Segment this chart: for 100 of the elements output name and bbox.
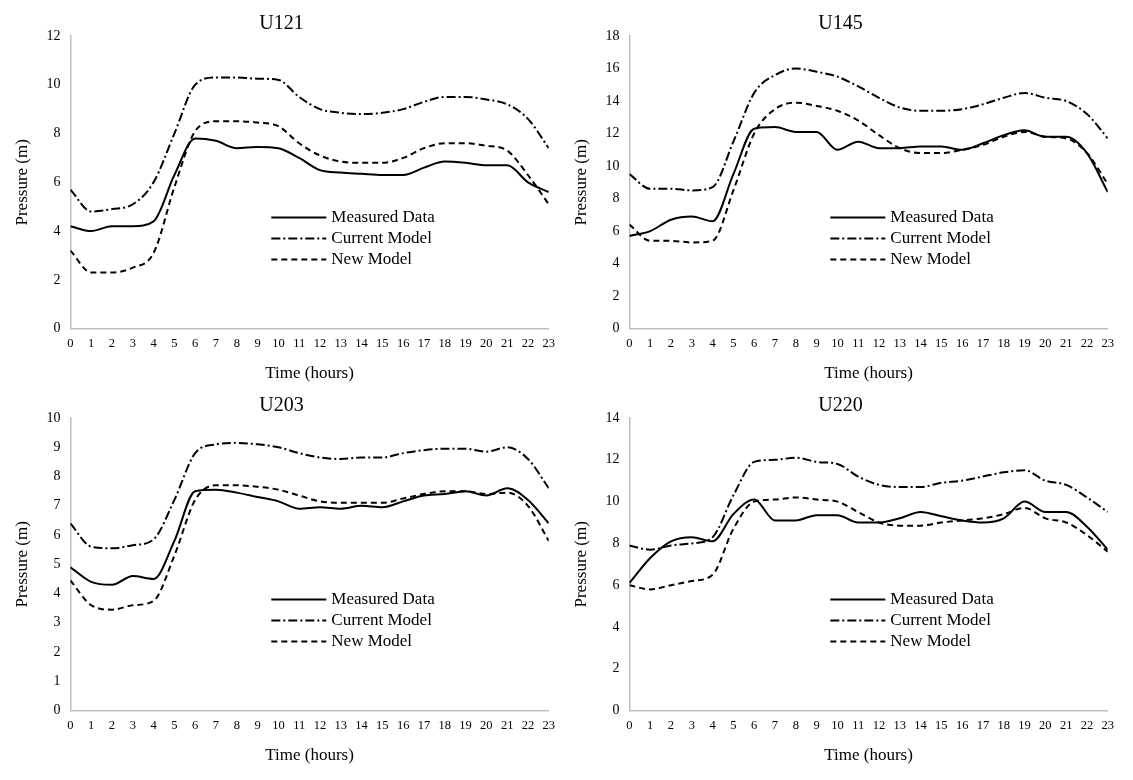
x-tick-label: 21 bbox=[500, 718, 514, 733]
x-tick-label: 3 bbox=[129, 336, 136, 351]
x-tick-label: 7 bbox=[212, 336, 220, 351]
x-tick-label: 18 bbox=[438, 718, 452, 733]
legend-label: Measured Data bbox=[890, 588, 995, 608]
x-tick-label: 4 bbox=[709, 336, 717, 351]
chart-title: U121 bbox=[259, 11, 304, 34]
x-tick-label: 13 bbox=[893, 336, 907, 351]
y-tick-label: 10 bbox=[46, 76, 61, 92]
x-tick-label: 20 bbox=[480, 336, 493, 351]
x-tick-label: 1 bbox=[88, 336, 95, 351]
x-tick-label: 19 bbox=[459, 718, 472, 733]
y-axis-title: Pressure (m) bbox=[570, 139, 590, 226]
x-tick-label: 13 bbox=[334, 336, 348, 351]
x-tick-label: 6 bbox=[192, 336, 199, 351]
x-tick-label: 6 bbox=[751, 336, 758, 351]
x-tick-label: 2 bbox=[667, 336, 675, 351]
y-tick-label: 4 bbox=[53, 585, 61, 601]
x-tick-label: 21 bbox=[1059, 336, 1073, 351]
legend-label: New Model bbox=[331, 630, 413, 650]
x-tick-label: 14 bbox=[355, 718, 369, 733]
x-tick-label: 15 bbox=[935, 718, 948, 733]
y-tick-label: 14 bbox=[605, 409, 620, 425]
y-tick-label: 6 bbox=[612, 222, 620, 238]
x-tick-label: 22 bbox=[1080, 336, 1094, 351]
y-tick-label: 6 bbox=[53, 526, 61, 542]
y-tick-label: 10 bbox=[605, 493, 620, 509]
y-tick-label: 2 bbox=[53, 643, 61, 659]
y-tick-label: 10 bbox=[605, 157, 620, 173]
x-tick-label: 7 bbox=[771, 336, 779, 351]
x-tick-label: 4 bbox=[150, 336, 158, 351]
x-tick-label: 22 bbox=[521, 336, 535, 351]
x-tick-label: 6 bbox=[751, 718, 758, 733]
y-tick-label: 8 bbox=[53, 125, 61, 141]
x-tick-label: 19 bbox=[1018, 718, 1031, 733]
x-tick-label: 23 bbox=[542, 718, 555, 733]
x-tick-label: 3 bbox=[688, 718, 695, 733]
x-tick-label: 12 bbox=[313, 336, 327, 351]
x-tick-label: 15 bbox=[935, 336, 948, 351]
x-tick-label: 7 bbox=[212, 718, 220, 733]
x-tick-label: 18 bbox=[438, 336, 452, 351]
legend-label: New Model bbox=[890, 248, 972, 268]
x-tick-label: 10 bbox=[831, 718, 844, 733]
x-tick-label: 8 bbox=[792, 718, 799, 733]
x-tick-label: 0 bbox=[626, 336, 633, 351]
x-tick-label: 17 bbox=[417, 718, 431, 733]
y-tick-label: 0 bbox=[612, 320, 620, 336]
y-tick-label: 8 bbox=[612, 190, 620, 206]
y-tick-label: 18 bbox=[605, 27, 620, 43]
chart-title: U145 bbox=[818, 11, 863, 34]
legend-label: Current Model bbox=[331, 609, 433, 629]
x-tick-label: 1 bbox=[88, 718, 95, 733]
line-series bbox=[70, 120, 549, 274]
y-tick-label: 12 bbox=[46, 27, 61, 43]
y-tick-label: 0 bbox=[612, 702, 620, 718]
x-tick-label: 23 bbox=[542, 336, 555, 351]
line-series bbox=[70, 484, 549, 611]
x-tick-label: 14 bbox=[355, 336, 369, 351]
chart-title: U220 bbox=[818, 393, 863, 416]
x-axis-title: Time (hours) bbox=[824, 363, 913, 383]
x-tick-label: 20 bbox=[1039, 718, 1052, 733]
y-tick-label: 0 bbox=[53, 702, 61, 718]
x-tick-label: 8 bbox=[792, 336, 799, 351]
x-axis-title: Time (hours) bbox=[265, 745, 354, 765]
x-tick-label: 22 bbox=[521, 718, 535, 733]
x-tick-label: 0 bbox=[626, 718, 633, 733]
y-tick-label: 4 bbox=[612, 618, 620, 634]
x-tick-label: 5 bbox=[730, 718, 737, 733]
legend-label: Current Model bbox=[890, 609, 992, 629]
x-tick-label: 17 bbox=[417, 336, 431, 351]
x-tick-label: 5 bbox=[730, 336, 737, 351]
x-tick-label: 3 bbox=[129, 718, 136, 733]
x-tick-label: 12 bbox=[872, 336, 886, 351]
x-tick-label: 8 bbox=[233, 336, 240, 351]
x-tick-label: 15 bbox=[376, 718, 389, 733]
x-tick-label: 16 bbox=[396, 336, 410, 351]
y-tick-label: 4 bbox=[53, 222, 61, 238]
x-tick-label: 22 bbox=[1080, 718, 1094, 733]
y-tick-label: 1 bbox=[53, 673, 61, 689]
line-series bbox=[629, 67, 1108, 192]
x-tick-label: 20 bbox=[480, 718, 493, 733]
y-tick-label: 12 bbox=[605, 451, 620, 467]
y-tick-label: 10 bbox=[46, 409, 61, 425]
x-tick-label: 8 bbox=[233, 718, 240, 733]
x-tick-label: 7 bbox=[771, 718, 779, 733]
x-tick-label: 10 bbox=[272, 336, 285, 351]
x-tick-label: 1 bbox=[647, 336, 654, 351]
x-tick-label: 18 bbox=[997, 718, 1011, 733]
y-tick-label: 2 bbox=[612, 660, 620, 676]
x-tick-label: 11 bbox=[852, 336, 865, 351]
x-tick-label: 19 bbox=[1018, 336, 1031, 351]
y-axis-title: Pressure (m) bbox=[11, 139, 31, 226]
y-tick-label: 3 bbox=[53, 614, 61, 630]
x-tick-label: 0 bbox=[67, 718, 74, 733]
x-tick-label: 5 bbox=[171, 336, 178, 351]
y-tick-label: 0 bbox=[53, 320, 61, 336]
x-tick-label: 19 bbox=[459, 336, 472, 351]
y-tick-label: 2 bbox=[53, 271, 61, 287]
x-tick-label: 16 bbox=[396, 718, 410, 733]
x-axis-title: Time (hours) bbox=[824, 745, 913, 765]
